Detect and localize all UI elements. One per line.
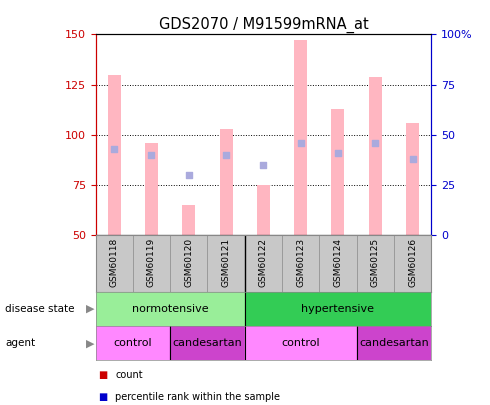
Bar	[257, 185, 270, 235]
Text: GSM60118: GSM60118	[110, 238, 119, 287]
Bar	[331, 109, 344, 235]
Bar	[245, 326, 357, 360]
Text: candesartan: candesartan	[359, 338, 429, 348]
Text: GSM60123: GSM60123	[296, 238, 305, 287]
Text: ▶: ▶	[86, 338, 94, 348]
Text: hypertensive: hypertensive	[301, 304, 374, 314]
Bar	[145, 143, 158, 235]
Text: disease state: disease state	[5, 304, 74, 314]
Point	[185, 172, 193, 178]
Text: GSM60125: GSM60125	[371, 238, 380, 287]
Text: count: count	[115, 370, 143, 379]
Point	[297, 139, 305, 146]
Bar	[96, 292, 245, 326]
Text: GSM60119: GSM60119	[147, 238, 156, 287]
Text: percentile rank within the sample: percentile rank within the sample	[115, 392, 280, 402]
Text: control: control	[114, 338, 152, 348]
Point	[110, 145, 118, 152]
Bar	[220, 129, 233, 235]
Text: GSM60120: GSM60120	[184, 238, 193, 287]
Bar	[357, 326, 431, 360]
Point	[222, 151, 230, 158]
Bar	[245, 292, 431, 326]
Point	[260, 162, 268, 168]
Text: normotensive: normotensive	[132, 304, 208, 314]
Text: GSM60121: GSM60121	[221, 238, 231, 287]
Point	[147, 151, 155, 158]
Bar	[108, 75, 121, 235]
Bar	[369, 77, 382, 235]
Text: GSM60122: GSM60122	[259, 238, 268, 287]
Title: GDS2070 / M91599mRNA_at: GDS2070 / M91599mRNA_at	[158, 17, 368, 33]
Bar	[182, 205, 196, 235]
Bar	[170, 326, 245, 360]
Text: GSM60124: GSM60124	[334, 238, 343, 287]
Text: ■: ■	[98, 370, 107, 379]
Text: ▶: ▶	[86, 304, 94, 314]
Text: GSM60126: GSM60126	[408, 238, 417, 287]
Bar	[406, 123, 419, 235]
Text: candesartan: candesartan	[172, 338, 243, 348]
Text: control: control	[281, 338, 320, 348]
Text: agent: agent	[5, 338, 35, 348]
Bar	[96, 326, 170, 360]
Point	[334, 149, 342, 156]
Point	[409, 156, 416, 162]
Text: ■: ■	[98, 392, 107, 402]
Point	[371, 139, 379, 146]
Bar	[294, 40, 307, 235]
